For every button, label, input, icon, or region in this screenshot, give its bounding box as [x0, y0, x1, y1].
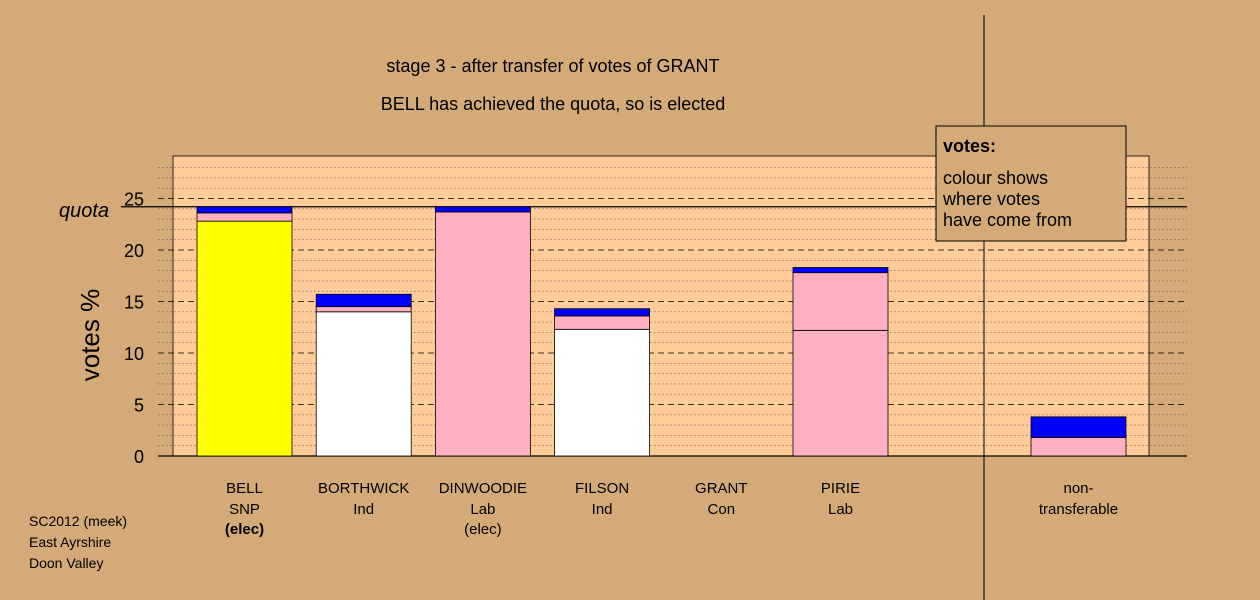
dinwoodie-bar-segment	[434, 211, 531, 457]
dinwoodie-bar-segment	[434, 206, 531, 213]
footer-line: East Ayrshire	[29, 534, 111, 550]
candidate-party: Ind	[592, 501, 613, 518]
legend-line: colour shows	[943, 168, 1048, 188]
candidate-party: SNP	[229, 501, 260, 518]
nontransferable-label: transferable	[1039, 501, 1118, 518]
y-tick-label: 0	[134, 447, 144, 467]
pirie-bar-segment	[792, 272, 889, 331]
bars	[196, 206, 1127, 457]
footer-line: SC2012 (meek)	[29, 513, 127, 529]
candidate-party: Lab	[470, 501, 495, 518]
candidate-name: BELL	[226, 480, 263, 497]
candidate-party: Con	[708, 501, 736, 518]
borthwick-bar-segment	[315, 311, 412, 457]
candidate-status: (elec)	[464, 521, 502, 538]
candidate-status: (elec)	[225, 521, 264, 538]
legend-box	[935, 125, 1127, 242]
candidate-name: FILSON	[575, 480, 629, 497]
y-axis-label: votes %	[75, 289, 105, 382]
y-tick-label: 25	[124, 190, 144, 210]
filson-bar-segment	[554, 308, 650, 317]
candidate-party: Ind	[353, 501, 374, 518]
bell-bar-segment	[196, 206, 293, 214]
legend: votes: colour shows where votes have com…	[935, 125, 1127, 242]
legend-title: votes:	[943, 136, 996, 156]
candidate-party: Lab	[828, 501, 853, 518]
borthwick-bar-segment	[315, 293, 412, 308]
footer: SC2012 (meek) East Ayrshire Doon Valley	[29, 513, 127, 571]
y-tick-label: 10	[124, 344, 144, 364]
filson-bar-segment	[554, 328, 650, 457]
nontransferable-label: non-	[1063, 480, 1093, 497]
candidate-name: DINWOODIE	[439, 480, 527, 497]
filson-bar-segment	[554, 315, 650, 330]
pirie-bar-segment	[792, 267, 889, 274]
chart-title: stage 3 - after transfer of votes of GRA…	[386, 56, 719, 76]
candidate-name: GRANT	[695, 480, 748, 497]
legend-line: have come from	[943, 210, 1072, 230]
pirie-bar-segment	[792, 329, 889, 457]
bell-bar-segment	[196, 212, 293, 222]
quota-label: quota	[59, 200, 109, 222]
y-tick-label: 15	[124, 293, 144, 313]
y-tick-label: 20	[124, 241, 144, 261]
borthwick-bar-segment	[315, 306, 412, 313]
bell-bar-segment	[196, 220, 293, 457]
nontransferable-bar-segment	[1030, 437, 1127, 457]
x-axis-labels: BELL SNP (elec) BORTHWICK Ind DINWOODIE Lab (el…	[225, 480, 1118, 538]
nontransferable-bar-segment	[1030, 416, 1127, 438]
candidate-name: PIRIE	[821, 480, 860, 497]
legend-line: where votes	[942, 189, 1040, 209]
chart-subtitle: BELL has achieved the quota, so is elect…	[381, 94, 726, 114]
footer-line: Doon Valley	[29, 555, 103, 571]
y-tick-label: 5	[134, 396, 144, 416]
y-axis-ticks: 0 5 10 15 20 25	[124, 190, 144, 468]
candidate-name: BORTHWICK	[318, 480, 409, 497]
